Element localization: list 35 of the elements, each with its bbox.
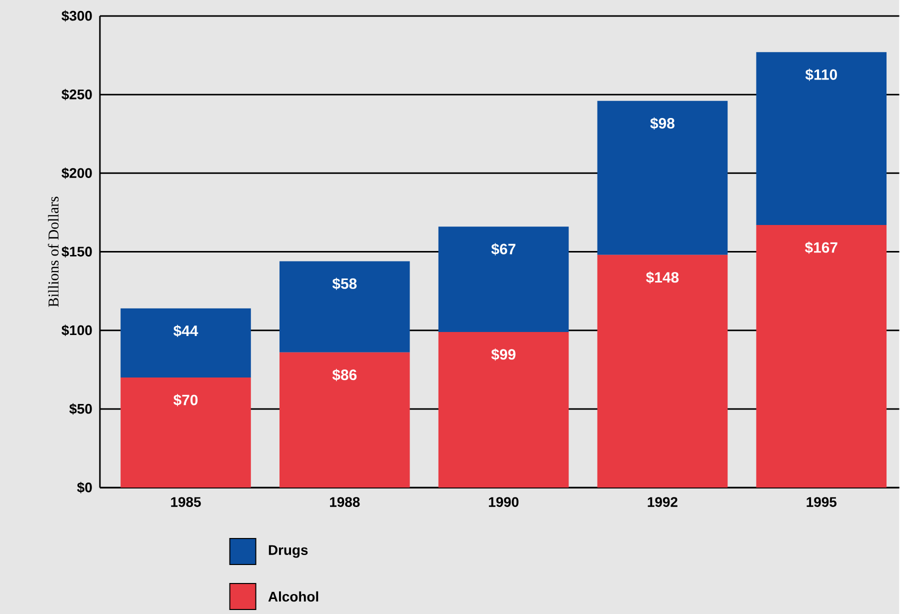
data-label: $99 bbox=[491, 348, 516, 360]
data-label: $44 bbox=[173, 324, 198, 337]
y-tick-label: $50 bbox=[69, 403, 92, 414]
x-tick-label: 1985 bbox=[171, 496, 201, 507]
bar bbox=[279, 352, 410, 488]
legend-label: Drugs bbox=[268, 545, 308, 558]
y-tick-label: $200 bbox=[62, 167, 92, 179]
bar bbox=[120, 377, 251, 488]
bar bbox=[438, 332, 569, 488]
data-label: $58 bbox=[332, 277, 357, 290]
data-label: $110 bbox=[805, 68, 837, 81]
y-tick-label: $250 bbox=[62, 88, 92, 100]
data-label: $167 bbox=[804, 241, 838, 254]
y-tick-label: $150 bbox=[62, 246, 92, 258]
y-tick-label: $0 bbox=[77, 482, 92, 494]
bar bbox=[279, 260, 410, 352]
bar bbox=[597, 100, 728, 255]
y-axis-title: Billions of Dollars bbox=[48, 196, 59, 307]
bar bbox=[597, 254, 728, 488]
y-tick-label: $100 bbox=[62, 324, 92, 336]
bar bbox=[438, 226, 569, 332]
x-tick-label: 1990 bbox=[488, 496, 518, 507]
x-tick-label: 1988 bbox=[330, 496, 360, 507]
legend-label: Alcohol bbox=[268, 591, 318, 602]
x-tick-label: 1995 bbox=[806, 496, 836, 507]
data-label: $98 bbox=[650, 117, 674, 130]
bar bbox=[120, 308, 251, 378]
y-tick-label: $300 bbox=[62, 10, 92, 22]
bar bbox=[756, 52, 887, 225]
x-tick-label: 1992 bbox=[648, 496, 678, 507]
bar bbox=[756, 224, 887, 488]
data-label: $86 bbox=[332, 368, 357, 381]
data-label: $148 bbox=[646, 271, 679, 284]
data-label: $67 bbox=[491, 242, 516, 256]
data-label: $70 bbox=[173, 394, 198, 406]
